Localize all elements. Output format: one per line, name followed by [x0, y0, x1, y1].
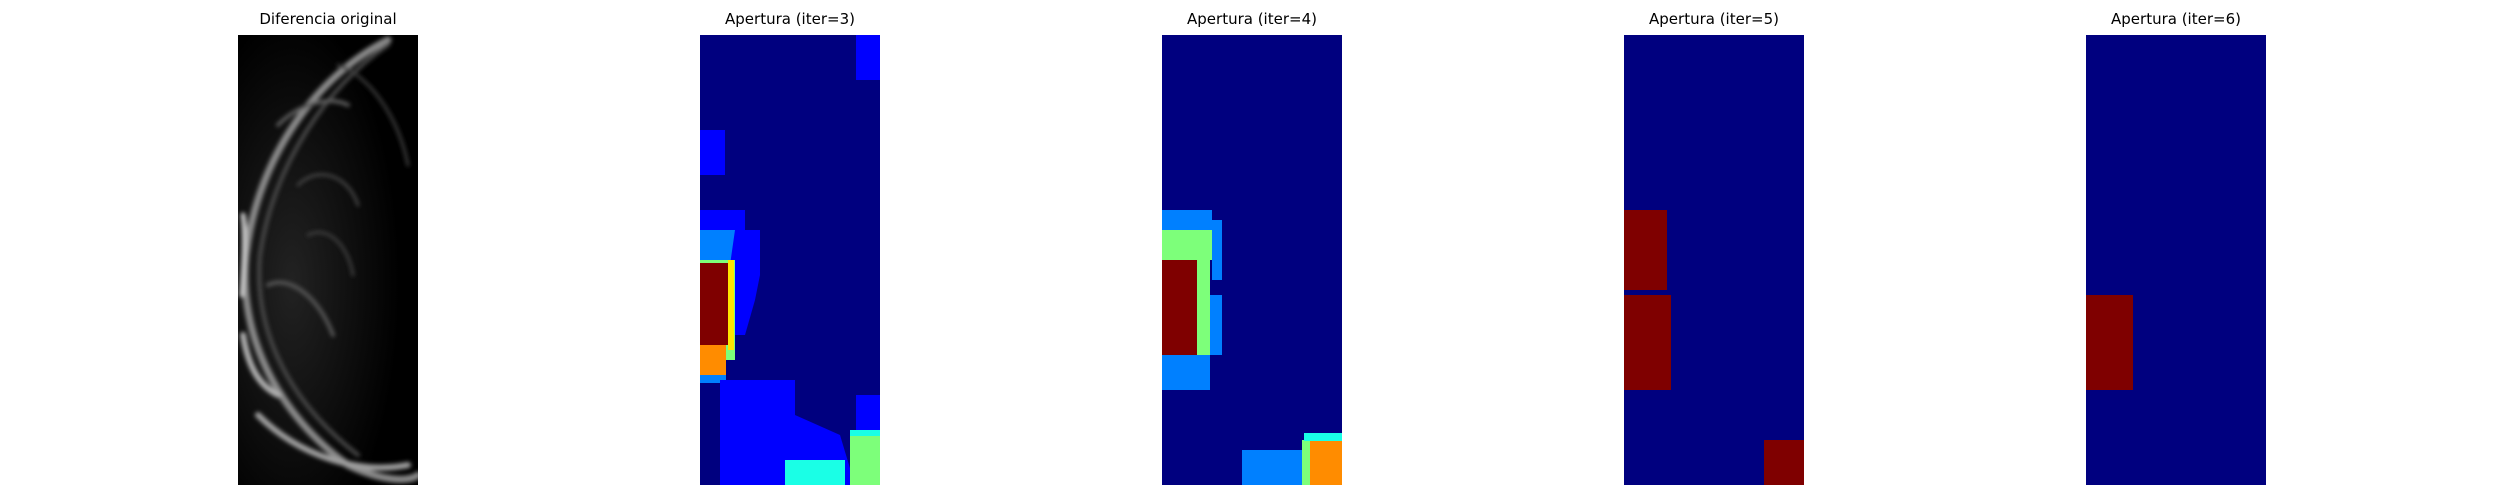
panel-apertura-iter-4: Apertura (iter=4): [1152, 0, 1352, 500]
segmentation-map-iter-3: [700, 35, 880, 485]
segmentation-map-iter-6: [2086, 35, 2266, 485]
panel-diferencia-original: Diferencia original: [228, 0, 428, 500]
segmentation-map-iter-4: [1162, 35, 1342, 485]
panel-title: Apertura (iter=3): [725, 10, 855, 28]
panel-title: Apertura (iter=6): [2111, 10, 2241, 28]
panel-title: Apertura (iter=4): [1187, 10, 1317, 28]
panel-title: Apertura (iter=5): [1649, 10, 1779, 28]
panel-apertura-iter-5: Apertura (iter=5): [1614, 0, 1814, 500]
grayscale-difference-image: [238, 35, 418, 485]
panel-apertura-iter-6: Apertura (iter=6): [2076, 0, 2276, 500]
panel-title: Diferencia original: [259, 10, 397, 28]
segmentation-map-iter-5: [1624, 35, 1804, 485]
panel-apertura-iter-3: Apertura (iter=3): [690, 0, 890, 500]
